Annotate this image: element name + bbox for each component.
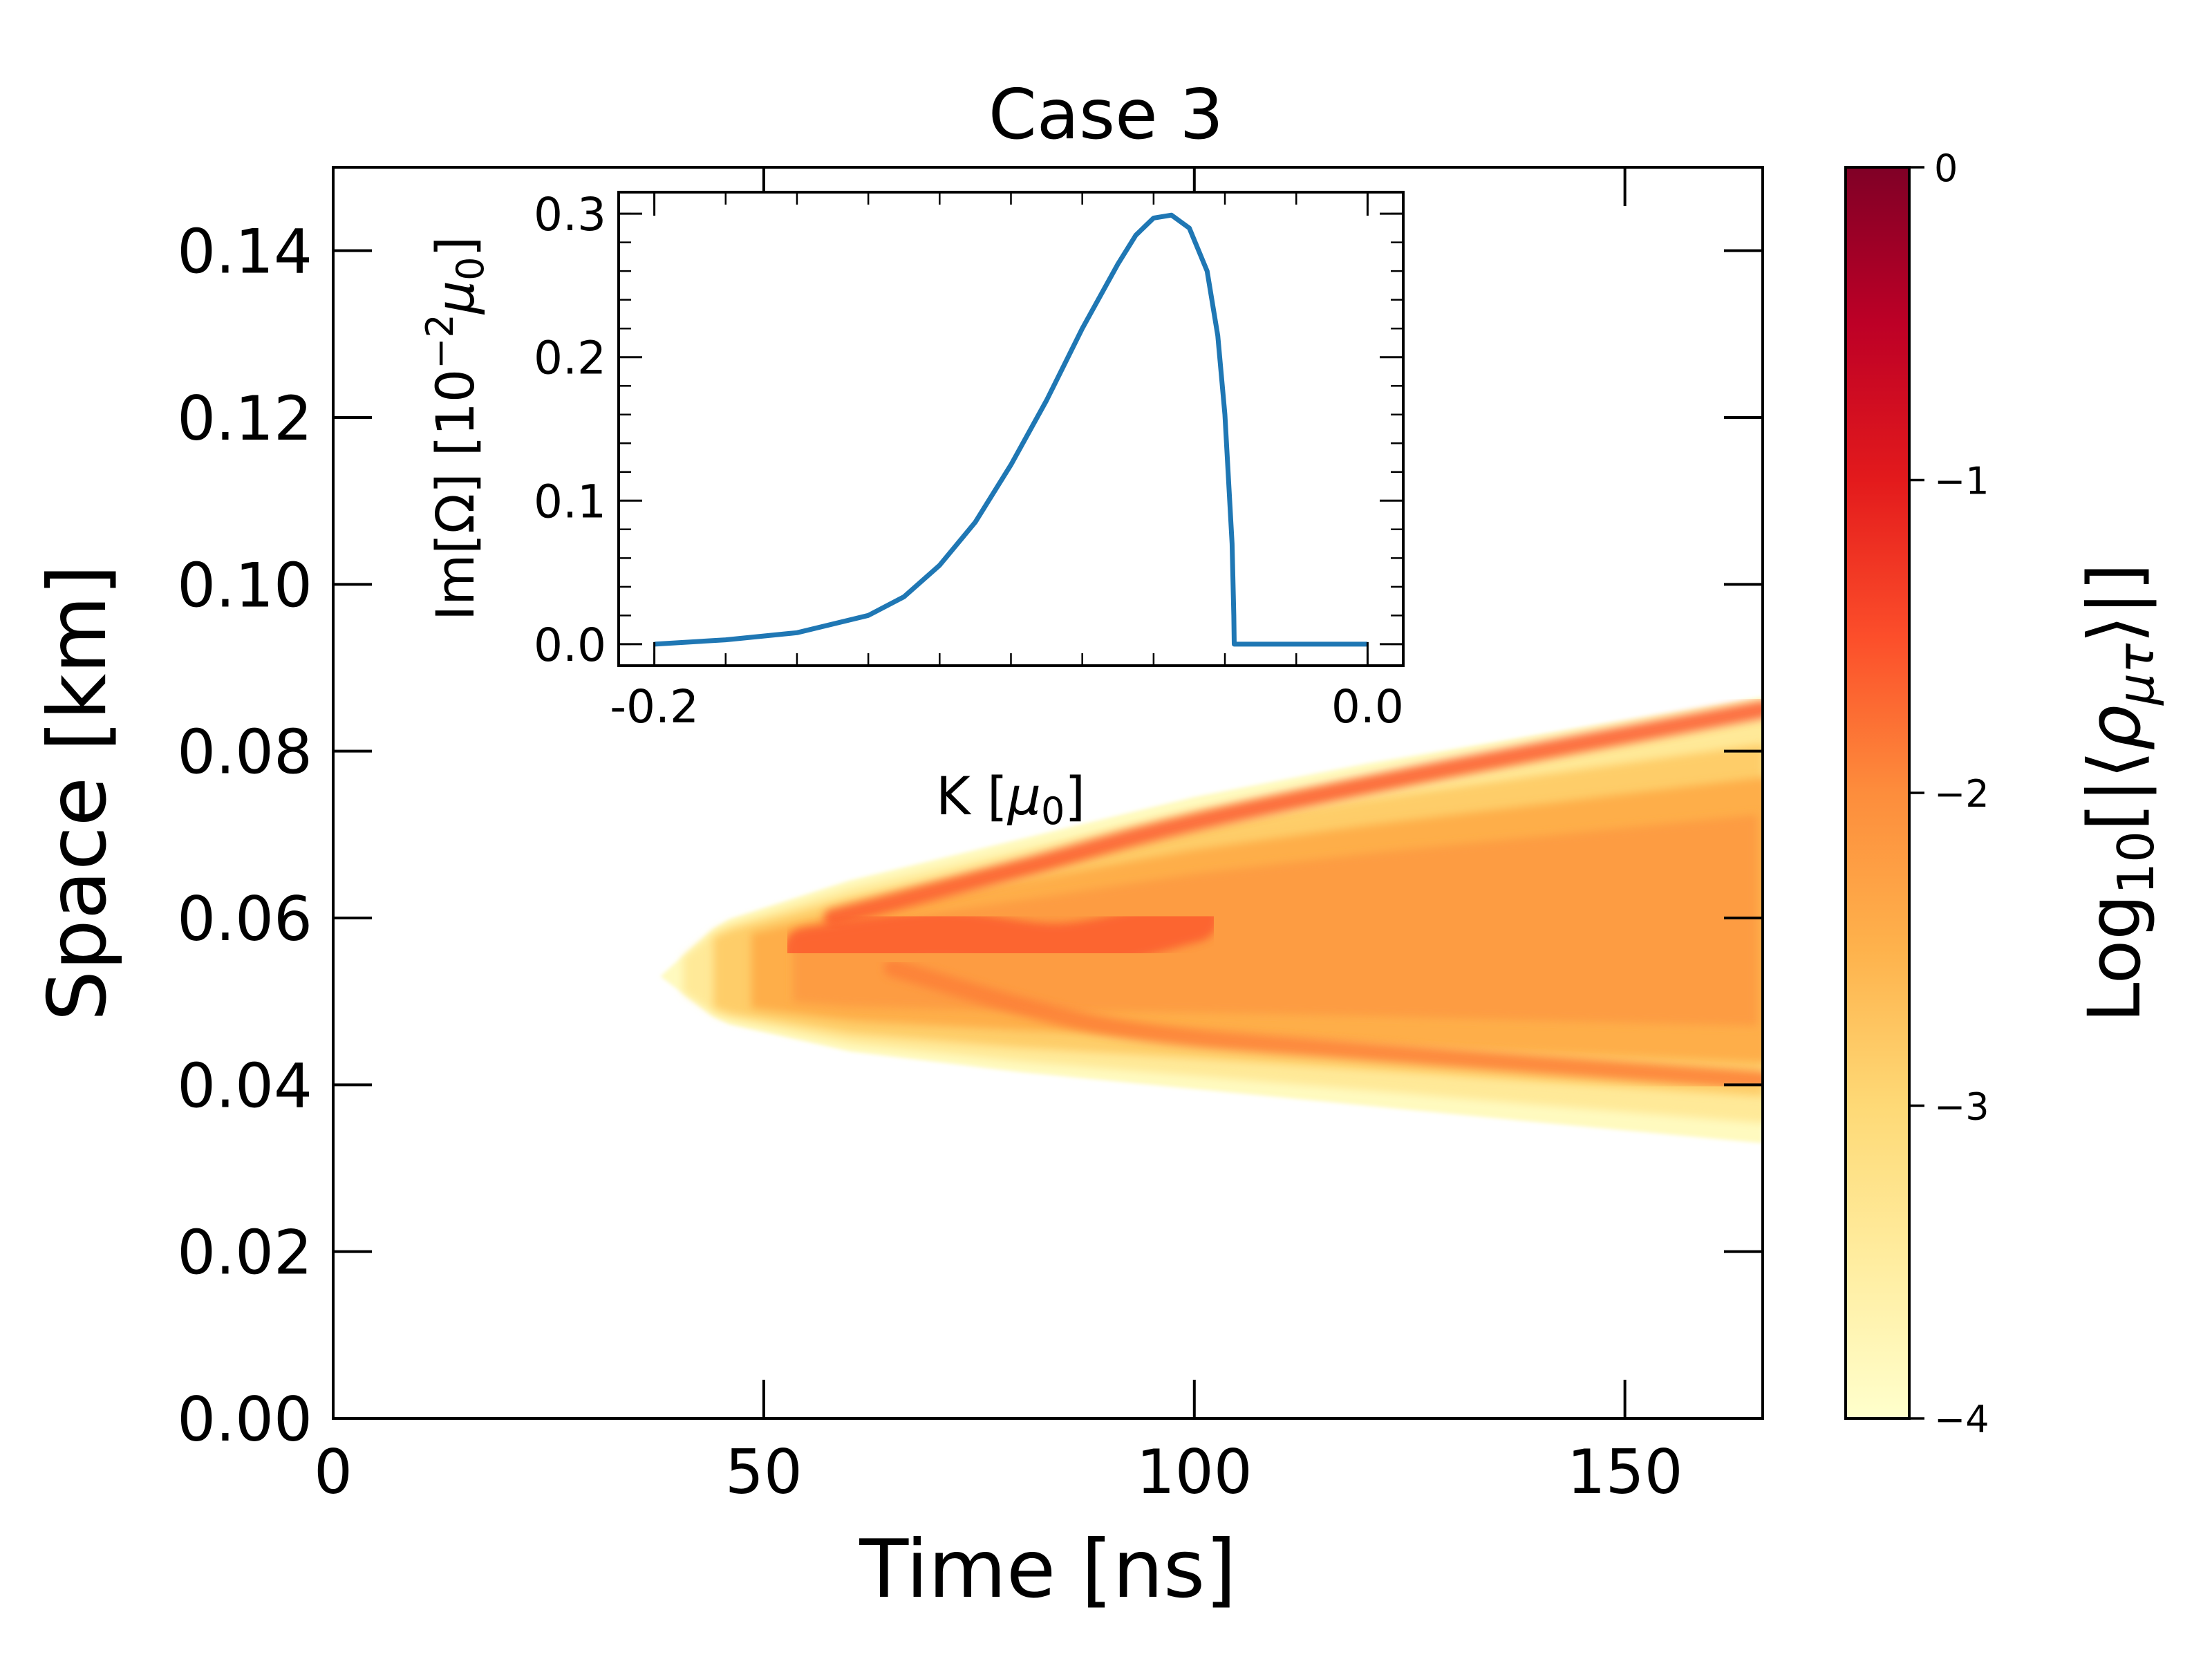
y-axis-label: Space [km] [31, 564, 124, 1021]
x-tick-label: 50 [725, 1436, 803, 1508]
heatmap-band [793, 814, 1758, 1027]
inset-y-tick-label: 0.1 [534, 475, 606, 528]
main-plot: 0 50 100 150 0.000.020.040.060.080.100.120.… [31, 74, 1764, 1616]
y-tick-label: 0.04 [177, 1050, 312, 1121]
colorbar-tick-label: 0 [1934, 147, 1958, 190]
inset-plot: -0.2 0.0 0.00.10.20.3 K [μ0] Im[Ω] [10−2μ… [418, 188, 1405, 833]
inset-x-tick-label: -0.2 [610, 680, 699, 733]
heatmap-upper-ridge [823, 700, 1763, 927]
main-y-tick-labels: 0.00 0.02 0.04 0.06 0.08 0.10 0.12 0.14 [177, 216, 312, 1455]
inset-x-tick-label: 0.0 [1331, 680, 1404, 733]
y-tick-label: 0.06 [177, 883, 312, 955]
colorbar-label: Log10[|⟨ρμτ⟩|] [2072, 563, 2165, 1023]
heatmap-core [782, 894, 1219, 976]
x-tick-label: 0 [314, 1436, 353, 1508]
inset-y-tick-label: 0.3 [534, 188, 606, 241]
chart-title: Case 3 [988, 74, 1224, 155]
heatmap-lower-ridge [883, 959, 1763, 1090]
colorbar-tick-label: −2 [1934, 772, 1989, 816]
main-x-tick-labels: 0 50 100 150 [314, 1436, 1683, 1508]
inset-background [619, 192, 1403, 666]
y-tick-label: 0.14 [177, 216, 312, 288]
x-tick-label: 100 [1136, 1436, 1253, 1508]
inset-ticks [619, 192, 1403, 666]
inset-y-tick-label: 0.0 [534, 619, 606, 672]
colorbar-tick-label: −3 [1934, 1085, 1989, 1129]
colorbar-tick-label: −4 [1934, 1398, 1989, 1441]
colorbar-gradient [1844, 166, 1911, 1420]
colorbar-tick-label: −1 [1934, 460, 1989, 503]
x-axis-label: Time [ns] [859, 1523, 1236, 1616]
main-ticks [332, 167, 1763, 1420]
y-tick-label: 0.10 [177, 550, 312, 621]
colorbar: 0 −1 −2 −3 −4 Log10[|⟨ρμτ⟩|] [1844, 147, 2165, 1441]
inset-x-tick-labels: -0.2 0.0 [610, 680, 1404, 733]
main-plot-frame [332, 166, 1764, 1420]
heatmap-region [660, 697, 1763, 1143]
inset-y-tick-label: 0.2 [534, 332, 606, 385]
inset-x-axis-label: K [μ0] [936, 765, 1085, 833]
y-tick-label: 0.02 [177, 1217, 312, 1288]
y-tick-label: 0.12 [177, 383, 312, 454]
inset-y-axis-label: Im[Ω] [10−2μ0] [418, 236, 492, 621]
y-tick-label: 0.08 [177, 717, 312, 788]
y-tick-label: 0.00 [177, 1384, 312, 1455]
colorbar-ticks: 0 −1 −2 −3 −4 [1909, 147, 1989, 1441]
inset-y-tick-labels: 0.0 0.1 0.2 0.3 [534, 188, 606, 672]
inset-growth-curve [654, 212, 1368, 647]
x-tick-label: 150 [1567, 1436, 1683, 1508]
